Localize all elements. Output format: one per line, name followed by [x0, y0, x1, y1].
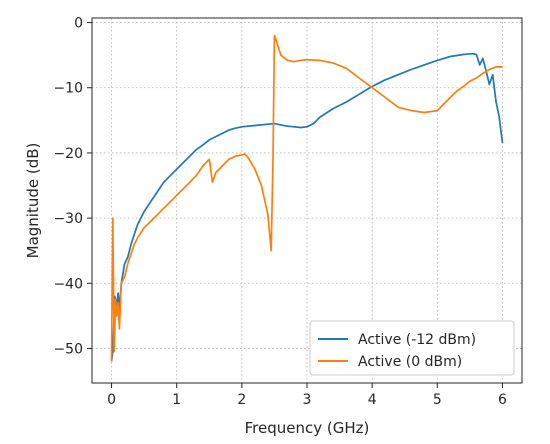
y-tick-label: −30 [53, 211, 83, 227]
y-tick-label: −20 [53, 146, 83, 162]
axis-ticks: 0 1 2 3 4 5 6 0 −10 −20 −30 −40 −50 [53, 16, 507, 408]
x-tick-label: 0 [107, 392, 116, 408]
series-line-active-minus-12 [110, 52, 504, 362]
series-lines [110, 34, 504, 362]
legend-label-active-minus-12: Active (-12 dBm) [358, 332, 476, 348]
x-tick-label: 1 [172, 392, 181, 408]
y-tick-label: −10 [53, 81, 83, 97]
x-tick-label: 2 [237, 392, 246, 408]
y-tick-label: −50 [53, 341, 83, 357]
y-tick-label: −40 [53, 276, 83, 292]
legend-label-active-0: Active (0 dBm) [358, 354, 462, 370]
legend: Active (-12 dBm) Active (0 dBm) [309, 320, 515, 376]
y-tick-label: 0 [74, 16, 83, 32]
x-tick-label: 6 [498, 392, 507, 408]
x-tick-label: 4 [368, 392, 377, 408]
legend-box [309, 320, 515, 376]
series-line-active-0 [110, 34, 503, 362]
x-tick-label: 3 [303, 392, 312, 408]
x-tick-label: 5 [433, 392, 442, 408]
x-axis-label: Frequency (GHz) [245, 419, 370, 437]
y-axis-label: Magnitude (dB) [24, 143, 42, 259]
